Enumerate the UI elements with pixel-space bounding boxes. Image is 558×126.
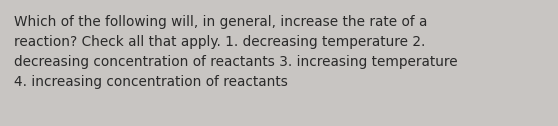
Text: Which of the following will, in general, increase the rate of a
reaction? Check : Which of the following will, in general,… xyxy=(14,15,458,89)
